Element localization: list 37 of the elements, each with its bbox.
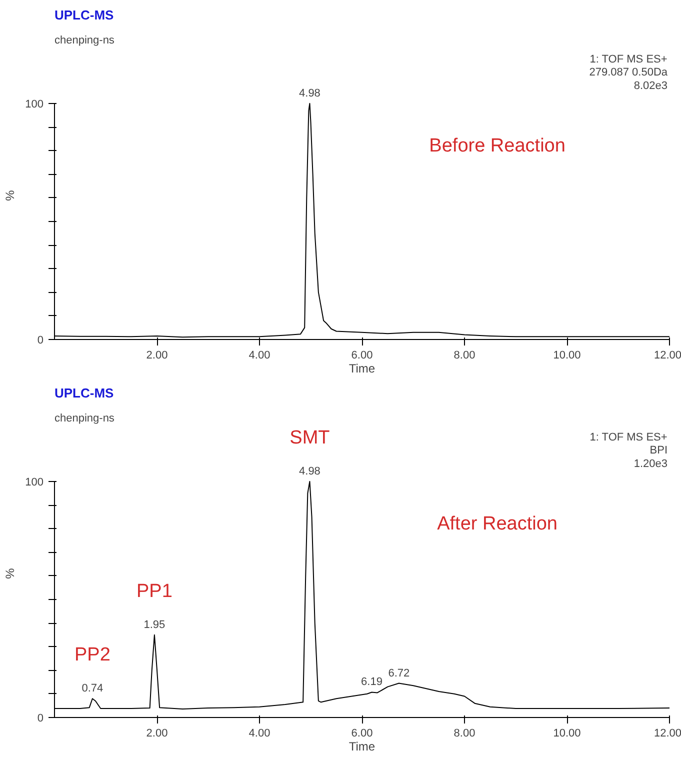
y-tick-label: 100 — [25, 476, 44, 488]
x-axis-title: Time — [348, 362, 376, 376]
chart-subtitle: chenping-ns — [54, 412, 115, 424]
x-tick-label: 8.00 — [454, 350, 476, 362]
annotation: 4.98 — [299, 465, 320, 478]
chart-title: UPLC-MS — [54, 386, 114, 400]
chart-title: UPLC-MS — [54, 8, 114, 22]
x-tick-label: 2.00 — [146, 728, 168, 740]
x-tick-label: 4.00 — [248, 350, 270, 362]
y-axis-title: % — [3, 568, 18, 579]
text: 1: TOF MS ES+ BPI 1.20e3 — [590, 432, 668, 470]
text: 1: TOF MS ES+ 279.087 0.50Da 8.02e3 — [589, 54, 668, 92]
y-tick-label: 0 — [37, 712, 44, 724]
x-tick-label: 4.00 — [248, 728, 270, 740]
x-tick-label: 2.00 — [146, 350, 168, 362]
annotation: PP2 — [74, 644, 110, 666]
x-tick-label: 12.00 — [654, 728, 681, 740]
y-axis-title: % — [3, 190, 18, 201]
annotation: SMT — [290, 427, 330, 448]
annotation: PP1 — [136, 580, 172, 602]
annotation: 1.95 — [144, 618, 166, 631]
x-axis-title: Time — [348, 740, 376, 754]
x-tick-label: 8.00 — [454, 728, 476, 740]
annotation: 6.72 — [388, 667, 410, 680]
annotation: 4.98 — [299, 87, 320, 100]
chart-subtitle: chenping-ns — [54, 34, 115, 46]
annotation: Before Reaction — [429, 135, 566, 156]
y-tick-label: 100 — [25, 98, 44, 110]
x-tick-label: 6.00 — [351, 350, 373, 362]
y-tick-label: 0 — [37, 334, 44, 346]
annotation: After Reaction — [437, 513, 558, 534]
x-tick-label: 12.00 — [654, 350, 681, 362]
x-tick-label: 10.00 — [553, 350, 581, 362]
x-tick-label: 10.00 — [553, 728, 581, 740]
annotation: 6.19 — [361, 676, 382, 688]
annotation: 0.74 — [82, 682, 104, 695]
x-tick-label: 6.00 — [351, 728, 373, 740]
